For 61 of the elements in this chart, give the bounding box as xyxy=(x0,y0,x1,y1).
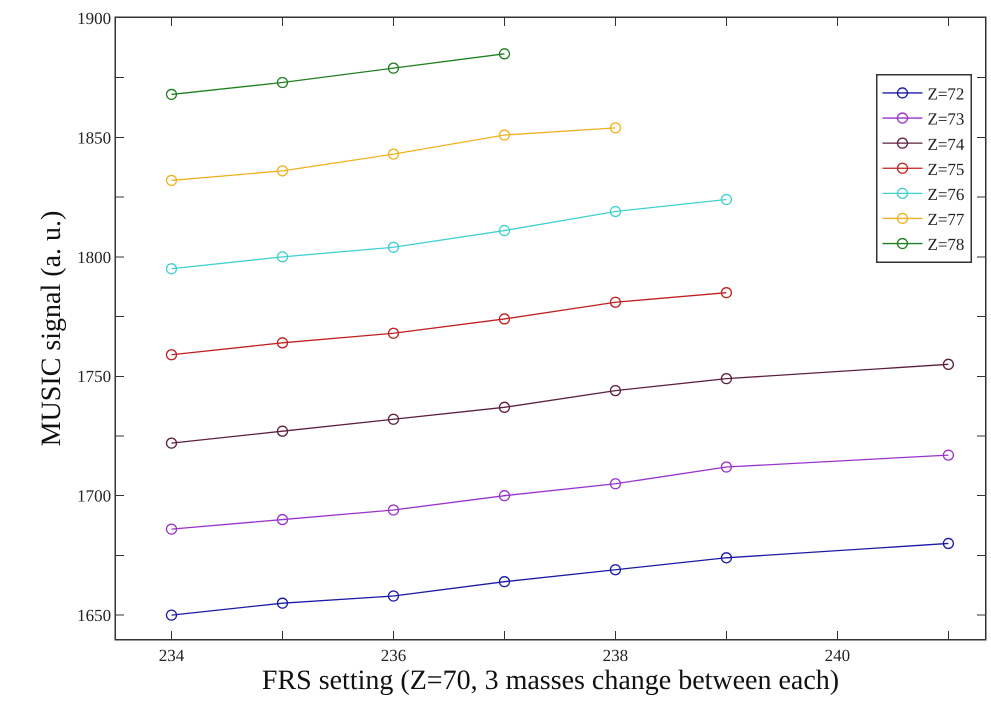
point xyxy=(276,165,288,177)
point xyxy=(720,194,732,206)
legend-label: Z=78 xyxy=(927,235,964,254)
point xyxy=(498,129,510,141)
point xyxy=(498,48,510,60)
point xyxy=(166,349,178,360)
y-tick-label: 1850 xyxy=(77,128,112,148)
y-tick-label: 1900 xyxy=(77,8,112,28)
point xyxy=(720,461,732,473)
x-tick-label: 238 xyxy=(602,646,628,665)
x-tick-label: 234 xyxy=(158,646,185,665)
y-tick-label: 1750 xyxy=(77,367,112,386)
y-tick-label: 1700 xyxy=(77,486,112,506)
point xyxy=(166,174,178,186)
point xyxy=(388,328,400,339)
point xyxy=(720,552,732,564)
point xyxy=(498,224,510,236)
point xyxy=(388,62,400,74)
point xyxy=(276,514,288,526)
point xyxy=(610,384,622,396)
point xyxy=(610,122,622,134)
point xyxy=(498,490,510,502)
point xyxy=(166,609,178,621)
point xyxy=(276,426,288,437)
point xyxy=(388,414,400,425)
point xyxy=(942,538,954,550)
y-tick-label: 1800 xyxy=(77,248,112,267)
point xyxy=(276,76,288,88)
point xyxy=(388,590,400,602)
point xyxy=(498,313,510,325)
point xyxy=(388,148,400,160)
point xyxy=(276,337,288,348)
legend-label: Z=75 xyxy=(927,160,964,179)
point xyxy=(720,373,732,384)
point xyxy=(166,438,178,449)
y-axis-title: MUSIC signal (a. u.) xyxy=(36,210,68,446)
point xyxy=(610,478,622,490)
point xyxy=(388,504,400,516)
legend-label: Z=72 xyxy=(927,84,964,104)
point xyxy=(276,598,288,609)
legend-label: Z=76 xyxy=(927,184,964,204)
point xyxy=(498,402,510,413)
x-axis-title: FRS setting (Z=70, 3 masses change between each) xyxy=(262,664,840,696)
point xyxy=(166,263,178,274)
x-tick-label: 236 xyxy=(380,646,406,665)
legend-label: Z=73 xyxy=(927,110,964,129)
legend-label: Z=74 xyxy=(927,134,965,154)
point xyxy=(498,576,510,588)
point xyxy=(166,88,178,100)
x-tick-label: 240 xyxy=(824,646,850,665)
point xyxy=(610,296,622,308)
point xyxy=(610,206,622,218)
y-tick-label: 1650 xyxy=(77,606,112,626)
point xyxy=(276,251,288,262)
point xyxy=(942,358,954,370)
point xyxy=(610,564,622,576)
point xyxy=(388,242,400,253)
legend-label: Z=77 xyxy=(927,210,965,230)
point xyxy=(942,449,954,461)
point xyxy=(166,523,178,535)
point xyxy=(720,287,732,298)
